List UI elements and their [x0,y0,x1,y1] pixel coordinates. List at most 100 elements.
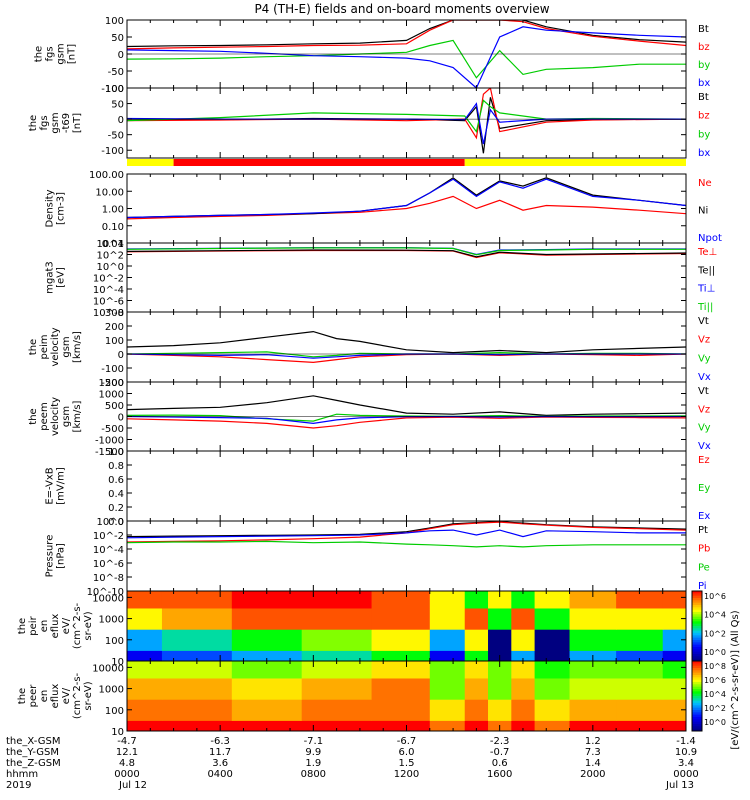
y-tick-label: 0 [118,350,124,361]
y-tick-label: 100 [105,84,124,95]
y-axis-label-line: sr-eV) [83,681,94,710]
colorbar-step [692,656,702,660]
y-tick-label: 10000 [92,593,124,604]
y-axis-label-line: [nT] [67,44,78,64]
x-tick-label: 0000 [673,769,698,780]
panel-frame [126,311,687,383]
colorbar-step [692,672,702,676]
heatmap-cell [511,661,536,679]
heatmap-cell [371,629,431,651]
x-tick-label: Jul 13 [665,780,694,791]
heatmap-cell [511,591,536,609]
colorbar-step [692,593,702,597]
colorbar-step [692,670,702,674]
x-tick-label: 1200 [394,769,419,780]
y-axis-label-line: en [39,620,50,633]
panel-pressure: Pt Pb Pe Pi 10^0 10^-2 10^-4 10^-6 10^-8 10^-10 Pr… [45,517,711,598]
mode-bar [127,159,686,166]
colorbar-step [692,714,702,718]
y-axis-label-line: eflux [50,614,61,639]
y-tick-label: 10^2 [97,251,124,262]
heatmap-cell [161,720,233,732]
y-axis-label-line: (cm^2-s- [72,602,83,649]
x-tick-label: 12.1 [116,747,138,758]
heatmap-cell [616,720,664,732]
colorbar-frame [691,660,703,732]
panel-fgs_dsl: Bt bz by bx 100 50 0 -50 -100 the fgs gsm -t69 [nT] [28,84,710,159]
x-tick-label: 3.6 [212,758,228,769]
y-axis-label: mgat3 [eV] [45,261,67,294]
legend-entry: Bt [698,92,709,103]
legend-entry: Ti⊥ [697,284,715,295]
y-tick-label: 0.6 [108,475,124,486]
colorbar-step [692,710,702,713]
y-axis-label-line: velocity [50,397,61,436]
colorbar-step [692,707,702,711]
heatmap-cell [301,629,373,651]
heatmap-cell [534,661,571,679]
y-axis-label-line: sr-eV) [83,611,94,640]
colorbar-step [692,682,702,685]
colorbar-step [692,696,702,699]
mode-bar-segment [127,159,174,166]
heatmap-cell [488,629,512,651]
y-tick-label: 10^-2 [93,274,124,285]
y-axis-label-line: the [28,115,39,131]
colorbar-step [692,721,702,725]
y-axis-label: the peir en eflux eV/(cm^2-s-sr-eV) [17,602,94,649]
colorbar-step [692,705,702,709]
legend-entry: Vy [698,423,711,434]
y-axis-label-line: gsm [61,336,72,357]
y-axis-label-line: -t69 [61,113,72,133]
heatmap-cell [534,629,571,651]
legend-entry: Ex [698,511,710,522]
y-tick-label: 10^-6 [93,297,124,308]
heatmap-cell [371,720,431,732]
heatmap-cell [464,720,489,732]
colorbar-step [692,621,702,625]
y-axis-label-line: peer [28,684,39,708]
x-tick-label: -1.4 [676,736,696,747]
series-line-Bt [127,97,686,154]
heatmap-cell [371,591,431,609]
colorbar-tick-label: 10^8 [704,662,726,671]
legend-entry: Vx [698,441,711,452]
colorbar-tick-label: 10^0 [704,648,726,657]
heatmap-cell [616,677,664,700]
y-tick-label: 500 [105,401,124,412]
series-line-bx [127,26,686,88]
x-tick-label: -4.7 [117,736,137,747]
colorbar-tick-label: 10^6 [704,676,726,685]
y-tick-label: 0.2 [108,503,124,514]
y-tick-label: 0.01 [102,239,124,250]
y-axis-label-line: peem [39,402,50,430]
heatmap-cell [429,650,466,662]
colorbar-step [692,665,702,669]
heatmap-cell [464,650,489,662]
series-line-Pi [127,529,686,539]
colorbar-step [692,607,702,611]
colorbar-step [692,616,702,620]
colorbar-step [692,642,702,646]
x-row-label: the_Z-GSM [6,758,61,769]
colorbar-step [692,651,702,655]
heatmap-cell [301,661,373,679]
y-axis-label-line: gsm [50,112,61,133]
heatmap-cell [569,677,617,700]
x-axis-annotations: the_X-GSMthe_Y-GSMthe_Z-GSMhhmm2019-4.71… [6,736,699,791]
heatmap-cell [569,661,617,679]
y-tick-label: 10^-6 [93,559,124,570]
heatmap-cell [569,591,617,609]
heatmap-cell [662,650,687,662]
heatmap-cell [429,591,466,609]
y-axis-label-line: [eV] [56,267,67,288]
y-axis-label-line: fgs [45,46,56,61]
heatmap-cell [429,661,466,679]
heatmap-cell [511,650,536,662]
heatmap-cell [301,677,373,700]
y-tick-label: 10^-10 [87,587,124,598]
heatmap-cell [616,650,664,662]
y-axis-label: the peem velocity gsm [km/s] [28,397,83,436]
y-tick-label: 0.0 [108,517,124,528]
